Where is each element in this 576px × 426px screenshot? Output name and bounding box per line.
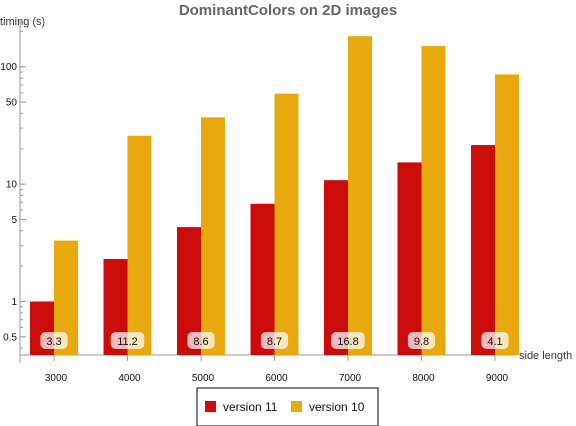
legend-box xyxy=(196,387,379,426)
speedup-label-background xyxy=(187,332,215,349)
bar-version-10-7000 xyxy=(348,36,372,355)
bar-version-11-9000 xyxy=(471,145,495,355)
speedup-label: 4.1 xyxy=(487,336,502,348)
y-tick-label: 10 xyxy=(6,180,18,191)
speedup-label: 8.6 xyxy=(193,336,208,348)
bar-version-10-8000 xyxy=(421,46,446,355)
bar-version-11-8000 xyxy=(397,162,422,355)
speedup-label-background xyxy=(110,332,145,349)
speedup-label-background xyxy=(407,332,436,349)
bar-version-10-5000 xyxy=(201,117,225,356)
x-tick-label: 5000 xyxy=(192,373,215,384)
y-tick-label: 1 xyxy=(11,297,17,308)
y-tick-label: 100 xyxy=(0,62,17,73)
x-tick-label: 3000 xyxy=(45,373,68,384)
x-tick-label: 8000 xyxy=(412,373,435,384)
chart-title: DominantColors on 2D images xyxy=(179,2,397,19)
y-tick-label: 0.5 xyxy=(3,332,17,343)
x-tick-label: 9000 xyxy=(486,373,509,384)
x-tick-label: 4000 xyxy=(118,373,141,384)
x-tick-label: 6000 xyxy=(265,373,288,384)
speedup-label: 3.3 xyxy=(46,336,61,348)
bars-group xyxy=(30,36,519,356)
speedup-label: 8.7 xyxy=(267,336,282,348)
x-axis-label: side length xyxy=(519,350,572,362)
bar-version-10-9000 xyxy=(495,74,519,356)
bar-version-11-6000 xyxy=(250,203,275,355)
bar-version-11-7000 xyxy=(324,180,348,355)
legend-label-version-11: version 11 xyxy=(223,400,278,414)
x-ticks-group: 3000 4000 5000 6000 7000 8000 9000 xyxy=(45,355,509,384)
bar-version-10-4000 xyxy=(127,135,152,355)
legend: version 11 version 10 xyxy=(196,387,379,426)
y-tick-label: 5 xyxy=(11,215,17,226)
speedup-labels-group: 3.3 11.2 8.6 8.7 16.8 9.8 4.1 xyxy=(40,332,509,349)
x-tick-label: 7000 xyxy=(339,373,362,384)
speedup-label-background xyxy=(40,332,68,349)
speedup-label-background xyxy=(481,332,509,349)
legend-swatch-version-11 xyxy=(205,401,216,412)
y-axis-label: timing (s) xyxy=(0,16,45,28)
bar-version-10-6000 xyxy=(274,93,299,355)
speedup-label: 11.2 xyxy=(117,336,138,348)
y-ticks-group: 0.5 1 5 10 50 100 xyxy=(0,30,26,349)
y-tick-label: 50 xyxy=(6,98,18,109)
speedup-label: 16.8 xyxy=(337,336,358,348)
legend-swatch-version-10 xyxy=(291,401,302,412)
speedup-label-background xyxy=(260,332,289,349)
speedup-label: 9.8 xyxy=(414,336,429,348)
legend-label-version-10: version 10 xyxy=(309,400,365,414)
speedup-label-background xyxy=(331,332,365,349)
